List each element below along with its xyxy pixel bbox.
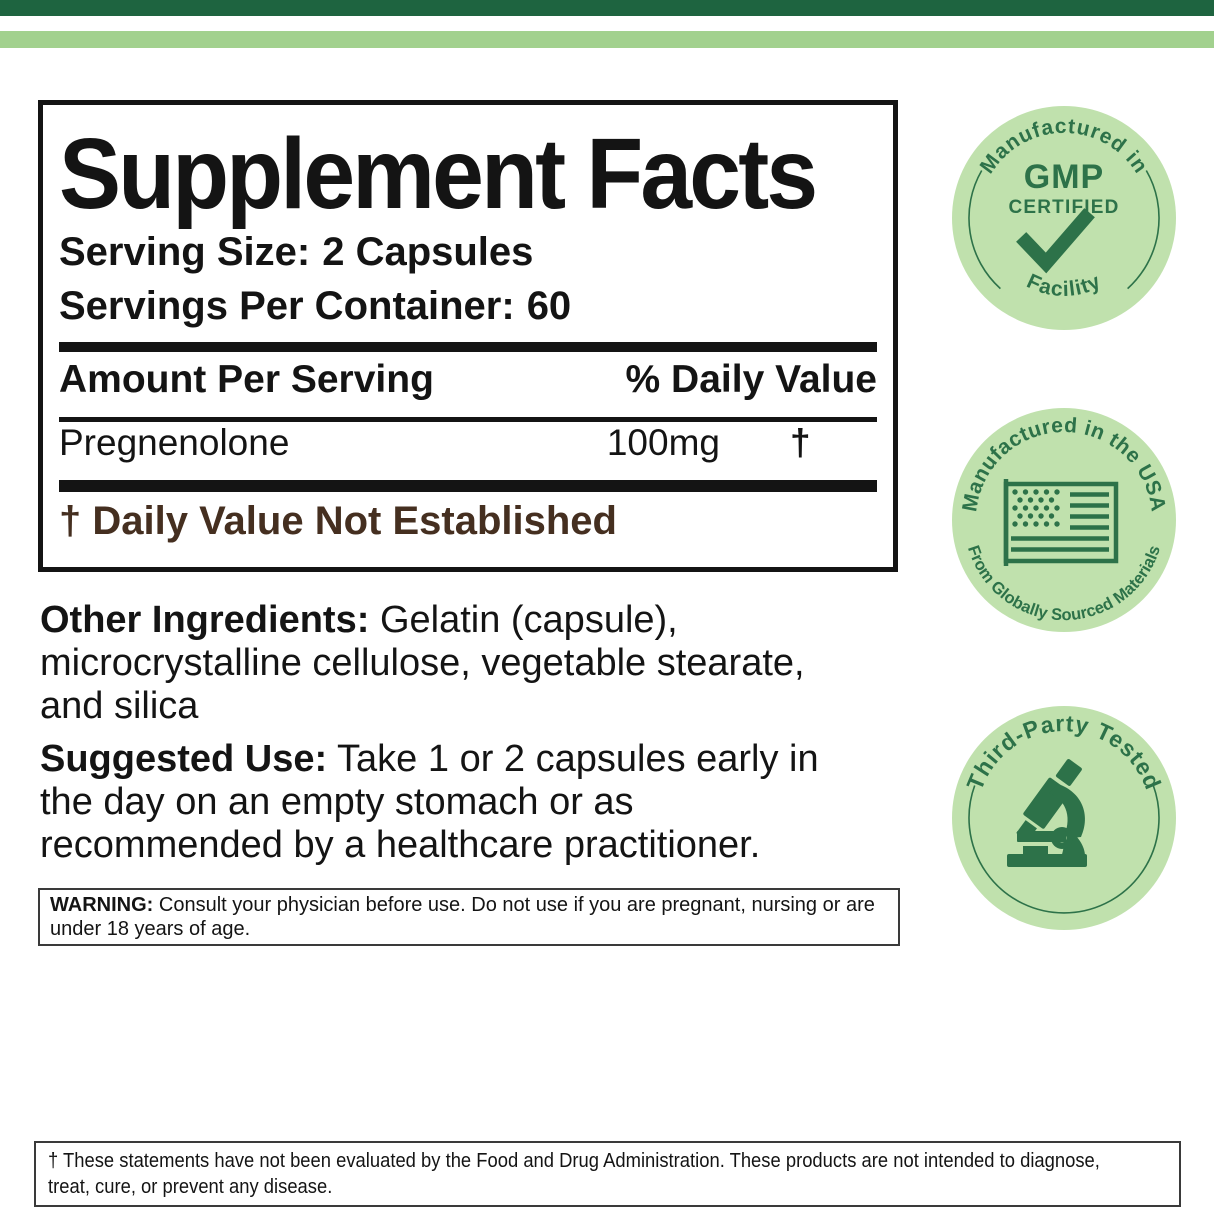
warning-line: under 18 years of age. [50,918,251,940]
serving-size-line: Serving Size: 2 Capsules [59,232,877,272]
other-ingredients-paragraph: Other Ingredients: Gelatin (capsule), mi… [40,599,940,728]
fda-disclaimer-box: † These statements have not been evaluat… [34,1141,1181,1207]
warning-line: WARNING: Consult your physician before u… [50,893,888,917]
decorative-arc-left [968,170,1001,290]
decorative-arc-bottom [968,785,1160,914]
decorative-arc-right [1127,170,1160,290]
warning-text: Consult your physician before use. Do no… [158,894,875,916]
ingredient-daily-value-dagger: † [790,422,811,463]
amount-per-serving-header: Amount Per Serving [59,358,434,401]
ingredient-row: Pregnenolone 100mg † [59,424,877,461]
warning-label: WARNING: [50,894,154,916]
gmp-title: GMP [1024,158,1104,196]
servings-per-container-value: 60 [526,284,572,328]
other-ingredients-line: microcrystalline cellulose, vegetable st… [40,642,805,684]
suggested-use-line: Suggested Use: Take 1 or 2 capsules earl… [40,738,940,781]
top-bar-light-green [0,31,1214,48]
badge-circle [952,706,1176,930]
badge-circle [952,408,1176,632]
microscope-icon [1007,759,1087,867]
flag-stars [1012,489,1060,527]
suggested-use-text: Take 1 or 2 capsules early in [337,738,819,780]
ingredient-name: Pregnenolone [59,422,290,463]
heavy-rule-bottom [59,480,877,492]
suggested-use-line: the day on an empty stomach or as [40,781,634,823]
badge-made-in-usa: Manufactured in the USA From Globally So… [952,408,1176,632]
badge-gmp-certified: Manufactured in GMP CERTIFIED Facility [952,106,1176,330]
checkmark-icon [1016,208,1095,274]
top-bar-dark-green [0,0,1214,16]
suggested-use-line: recommended by a healthcare practitioner… [40,824,761,866]
badge-circle [952,106,1176,330]
warning-box: WARNING: Consult your physician before u… [38,888,900,946]
heavy-rule-top [59,342,877,352]
supplement-facts-panel: Supplement Facts Serving Size: 2 Capsules… [38,100,898,572]
flag-stripes [1011,492,1109,552]
serving-size-label: Serving Size: [59,230,311,274]
fda-disclaimer-text: † These statements have not been evaluat… [48,1148,1179,1200]
serving-size-value: 2 Capsules [322,230,534,274]
thin-rule [59,417,877,422]
suggested-use-paragraph: Suggested Use: Take 1 or 2 capsules earl… [40,738,940,867]
suggested-use-label: Suggested Use: [40,738,328,780]
other-ingredients-label: Other Ingredients: [40,599,370,641]
badge-third-party-tested: Third-Party Tested [952,706,1176,930]
servings-per-container-label: Servings Per Container: [59,284,515,328]
daily-value-footnote: † Daily Value Not Established [59,499,617,543]
fda-disclaimer-line: treat, cure, or prevent any disease. [48,1176,333,1198]
daily-value-header: % Daily Value [625,358,877,401]
other-ingredients-line: and silica [40,685,199,727]
other-ingredients-line: Other Ingredients: Gelatin (capsule), [40,599,940,642]
usa-flag-icon [1003,479,1119,566]
servings-per-container-line: Servings Per Container: 60 [59,286,877,326]
gmp-subtitle: CERTIFIED [1008,197,1119,218]
facts-header-row: Amount Per Serving % Daily Value [59,360,877,399]
supplement-facts-title: Supplement Facts [59,118,818,230]
fda-disclaimer-line: † These statements have not been evaluat… [48,1150,1100,1172]
other-ingredients-text: Gelatin (capsule), [379,599,678,641]
ingredient-amount: 100mg [606,422,720,463]
